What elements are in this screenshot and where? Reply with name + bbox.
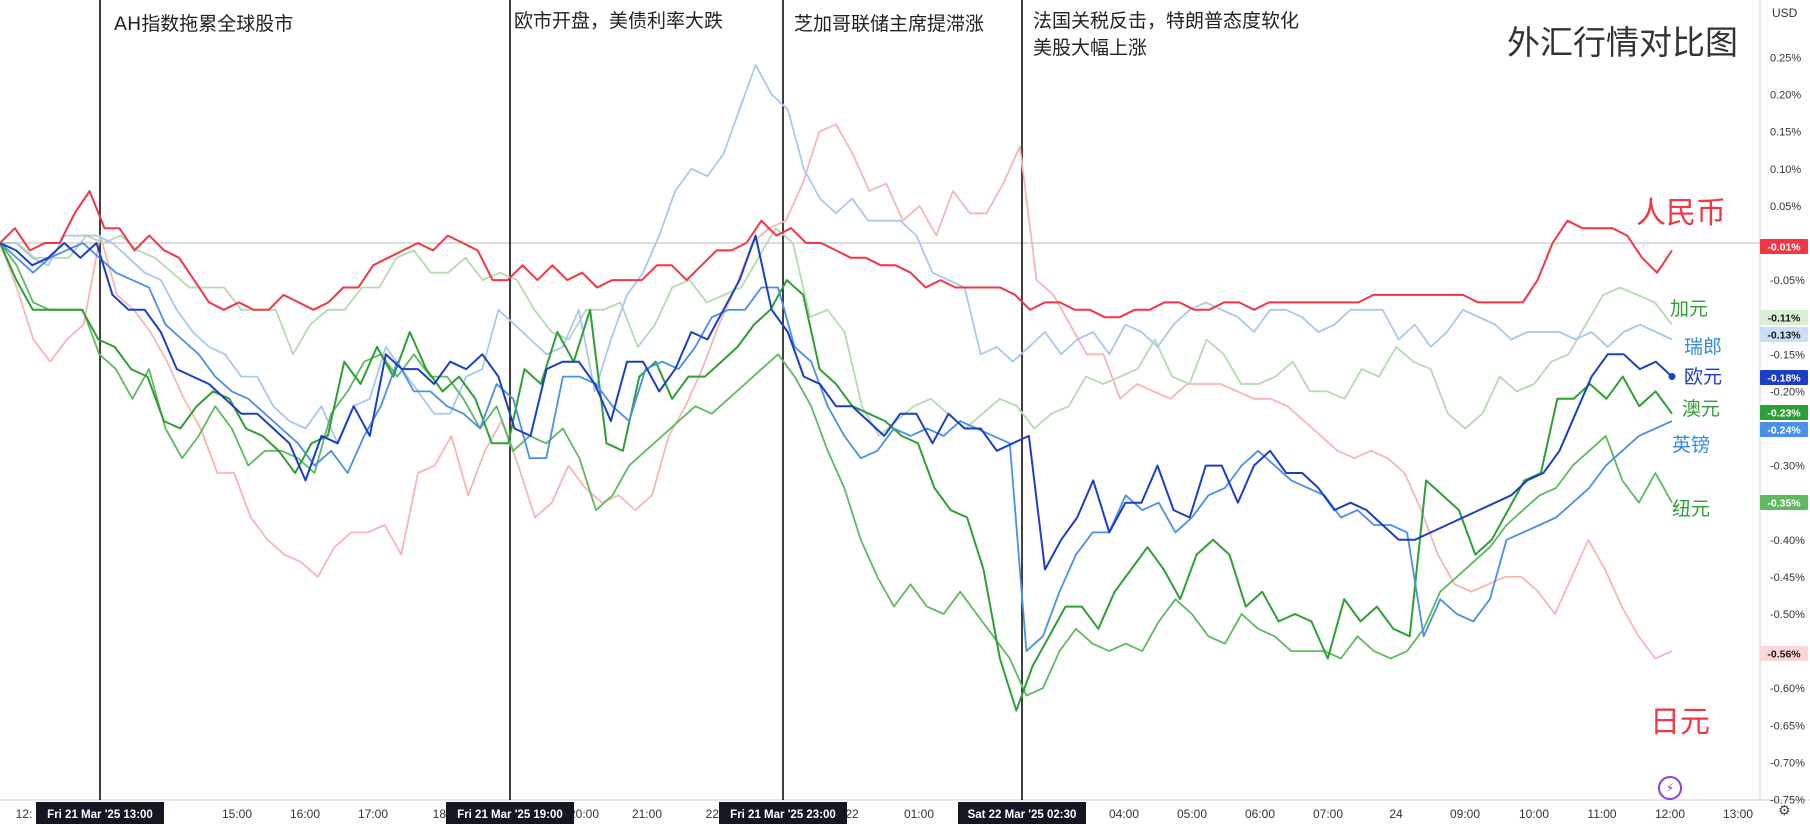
y-tick-label: -0.60% (1770, 683, 1805, 695)
price-tag (1760, 405, 1808, 420)
x-tick-label: 16:00 (290, 807, 320, 821)
y-tick-label: 0.15% (1770, 127, 1801, 139)
label-cad: 加元 (1670, 298, 1709, 320)
price-tag (1760, 239, 1808, 254)
x-tick-label: 09:00 (1450, 807, 1480, 821)
series-line-加元 (0, 227, 1673, 437)
x-tick-label: 13:00 (1723, 807, 1753, 821)
time-cursor-badge (36, 802, 164, 824)
event-annotation-5: 美股大幅上涨 (1033, 37, 1148, 59)
label-eur: 欧元 (1684, 366, 1723, 388)
x-tick-label: 11:00 (1587, 807, 1616, 821)
x-tick-label: 18: (433, 807, 450, 821)
x-tick-label: 10:00 (1519, 807, 1549, 821)
y-tick-label: 0.25% (1770, 53, 1801, 65)
event-annotation-1: AH指数拖累全球股市 (114, 13, 294, 35)
event-annotation-2: 欧市开盘，美债利率大跌 (514, 10, 724, 32)
y-tick-label: 0.05% (1770, 201, 1801, 213)
series-line-纽元 (0, 242, 1673, 697)
x-tick-label: 04:00 (1109, 807, 1139, 821)
label-jpy: 日元 (1650, 705, 1710, 740)
x-tick-label: 17:00 (358, 807, 388, 821)
time-cursor-badge (958, 802, 1086, 824)
y-tick-label: 0.20% (1770, 90, 1801, 102)
time-cursor-label: Fri 21 Mar '25 19:00 (457, 809, 563, 821)
y-tick-label: -0.05% (1770, 275, 1805, 287)
time-cursor-label: Fri 21 Mar '25 23:00 (730, 809, 836, 821)
price-tag-label: -0.23% (1767, 408, 1801, 420)
label-chf: 瑞郎 (1684, 336, 1723, 358)
y-tick-label: -0.30% (1770, 461, 1805, 473)
y-tick-label: -0.15% (1770, 349, 1805, 361)
series-line-日元 (0, 123, 1673, 660)
price-tag-label: -0.13% (1767, 330, 1801, 342)
series-line-瑞郎 (0, 64, 1673, 445)
price-tag (1760, 422, 1808, 437)
x-tick-label: 05:00 (1177, 807, 1207, 821)
x-tick-label: 22 (845, 807, 859, 821)
price-tag-label: -0.01% (1767, 242, 1801, 254)
y-tick-label: -0.75% (1770, 795, 1805, 807)
x-tick-label: 21:00 (632, 807, 662, 821)
y-tick-label: -0.40% (1770, 535, 1805, 547)
axis-unit-label[interactable]: USD (1772, 6, 1798, 20)
y-tick-label: -0.20% (1770, 386, 1805, 398)
series-line-人民币 (0, 190, 1673, 319)
x-tick-label: 20:00 (569, 807, 599, 821)
chart-title: 外汇行情对比图 (1507, 23, 1738, 62)
y-tick-label: -0.65% (1770, 720, 1805, 732)
series-line-英镑 (0, 242, 1673, 652)
x-tick-label: 06:00 (1245, 807, 1275, 821)
price-tag (1760, 495, 1808, 510)
label-cny: 人民币 (1636, 196, 1726, 231)
y-tick-label: -0.50% (1770, 609, 1805, 621)
series-line-澳元 (0, 242, 1673, 712)
time-cursor-label: Fri 21 Mar '25 13:00 (47, 809, 153, 821)
time-cursor-label: Sat 22 Mar '25 02:30 (968, 809, 1077, 821)
price-tag (1760, 327, 1808, 342)
price-tag (1760, 646, 1808, 661)
time-cursor-badge (719, 802, 847, 824)
event-annotation-3: 芝加哥联储主席提滞涨 (794, 13, 985, 35)
x-tick-label: 12:00 (1655, 807, 1685, 821)
event-annotation-4: 法国关税反击，特朗普态度软化 (1033, 10, 1300, 32)
price-tag-label: -0.24% (1767, 425, 1801, 437)
price-tag-label: -0.35% (1767, 498, 1801, 510)
x-tick-label: 22: (706, 807, 723, 821)
y-tick-label: -0.70% (1770, 757, 1805, 769)
price-tag (1760, 310, 1808, 325)
price-tag-label: -0.18% (1767, 373, 1801, 385)
x-tick-label: 24 (1389, 807, 1403, 821)
price-tag-label: -0.11% (1768, 313, 1801, 325)
x-tick-label: 07:00 (1313, 807, 1343, 821)
price-tag-label: -0.56% (1767, 649, 1801, 661)
label-nzd: 纽元 (1672, 498, 1711, 520)
y-tick-label: -0.45% (1770, 572, 1805, 584)
x-tick-label: 15:00 (222, 807, 252, 821)
price-tag (1760, 370, 1808, 385)
label-aud: 澳元 (1682, 398, 1721, 420)
series-last-dot (1668, 373, 1676, 381)
gear-icon[interactable]: ⚙ (1778, 803, 1791, 819)
x-tick-label: 12: (16, 807, 33, 821)
y-tick-label: 0.10% (1770, 164, 1801, 176)
label-gbp: 英镑 (1672, 434, 1711, 456)
time-cursor-badge (446, 802, 574, 824)
series-line-欧元 (0, 234, 1673, 571)
x-tick-label: 01:00 (904, 807, 934, 821)
lightning-icon[interactable]: ⚡ (1658, 776, 1682, 800)
